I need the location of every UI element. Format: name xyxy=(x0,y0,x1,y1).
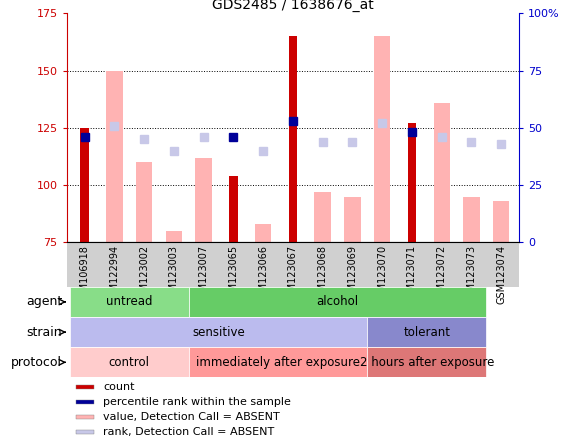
Text: GSM123069: GSM123069 xyxy=(347,245,357,304)
Bar xyxy=(255,224,271,242)
Bar xyxy=(188,347,367,377)
Bar xyxy=(136,162,153,242)
Text: GSM123068: GSM123068 xyxy=(318,245,328,304)
Text: GSM122994: GSM122994 xyxy=(109,245,119,304)
Bar xyxy=(463,197,480,242)
Text: GSM123070: GSM123070 xyxy=(377,245,387,304)
Bar xyxy=(408,123,416,242)
Text: sensitive: sensitive xyxy=(192,325,245,339)
Text: tolerant: tolerant xyxy=(403,325,450,339)
Text: untread: untread xyxy=(106,295,153,309)
Bar xyxy=(345,197,361,242)
Text: immediately after exposure: immediately after exposure xyxy=(196,356,360,369)
Text: GSM123074: GSM123074 xyxy=(496,245,506,304)
Text: GSM123065: GSM123065 xyxy=(229,245,238,304)
Text: count: count xyxy=(103,382,135,392)
Bar xyxy=(106,71,122,242)
Bar xyxy=(493,201,509,242)
Text: GSM123007: GSM123007 xyxy=(198,245,209,304)
Text: percentile rank within the sample: percentile rank within the sample xyxy=(103,397,291,407)
Bar xyxy=(76,400,94,404)
Bar xyxy=(195,158,212,242)
Text: GSM123003: GSM123003 xyxy=(169,245,179,304)
Bar xyxy=(188,287,487,317)
Bar xyxy=(289,36,297,242)
Bar xyxy=(314,192,331,242)
Text: GSM123073: GSM123073 xyxy=(466,245,477,304)
Text: protocol: protocol xyxy=(11,356,62,369)
Bar xyxy=(81,128,89,242)
Text: GSM123066: GSM123066 xyxy=(258,245,268,304)
Text: strain: strain xyxy=(27,325,62,339)
Bar xyxy=(76,385,94,389)
Bar xyxy=(374,36,390,242)
Text: agent: agent xyxy=(26,295,62,309)
Text: rank, Detection Call = ABSENT: rank, Detection Call = ABSENT xyxy=(103,427,274,437)
Text: GSM123067: GSM123067 xyxy=(288,245,298,304)
Bar xyxy=(70,347,188,377)
Bar xyxy=(70,287,188,317)
Text: alcohol: alcohol xyxy=(317,295,358,309)
Text: 2 hours after exposure: 2 hours after exposure xyxy=(360,356,494,369)
Bar xyxy=(76,430,94,434)
Bar xyxy=(367,317,487,347)
Text: GSM123071: GSM123071 xyxy=(407,245,417,304)
Bar xyxy=(367,347,487,377)
Text: GSM123072: GSM123072 xyxy=(437,245,447,304)
Bar xyxy=(76,415,94,419)
Bar xyxy=(166,231,182,242)
Bar xyxy=(433,103,450,242)
Text: control: control xyxy=(108,356,150,369)
Title: GDS2485 / 1638676_at: GDS2485 / 1638676_at xyxy=(212,0,374,12)
Text: value, Detection Call = ABSENT: value, Detection Call = ABSENT xyxy=(103,412,280,422)
Text: GSM106918: GSM106918 xyxy=(79,245,89,304)
Text: GSM123002: GSM123002 xyxy=(139,245,149,304)
Bar xyxy=(70,317,367,347)
Bar xyxy=(229,176,238,242)
